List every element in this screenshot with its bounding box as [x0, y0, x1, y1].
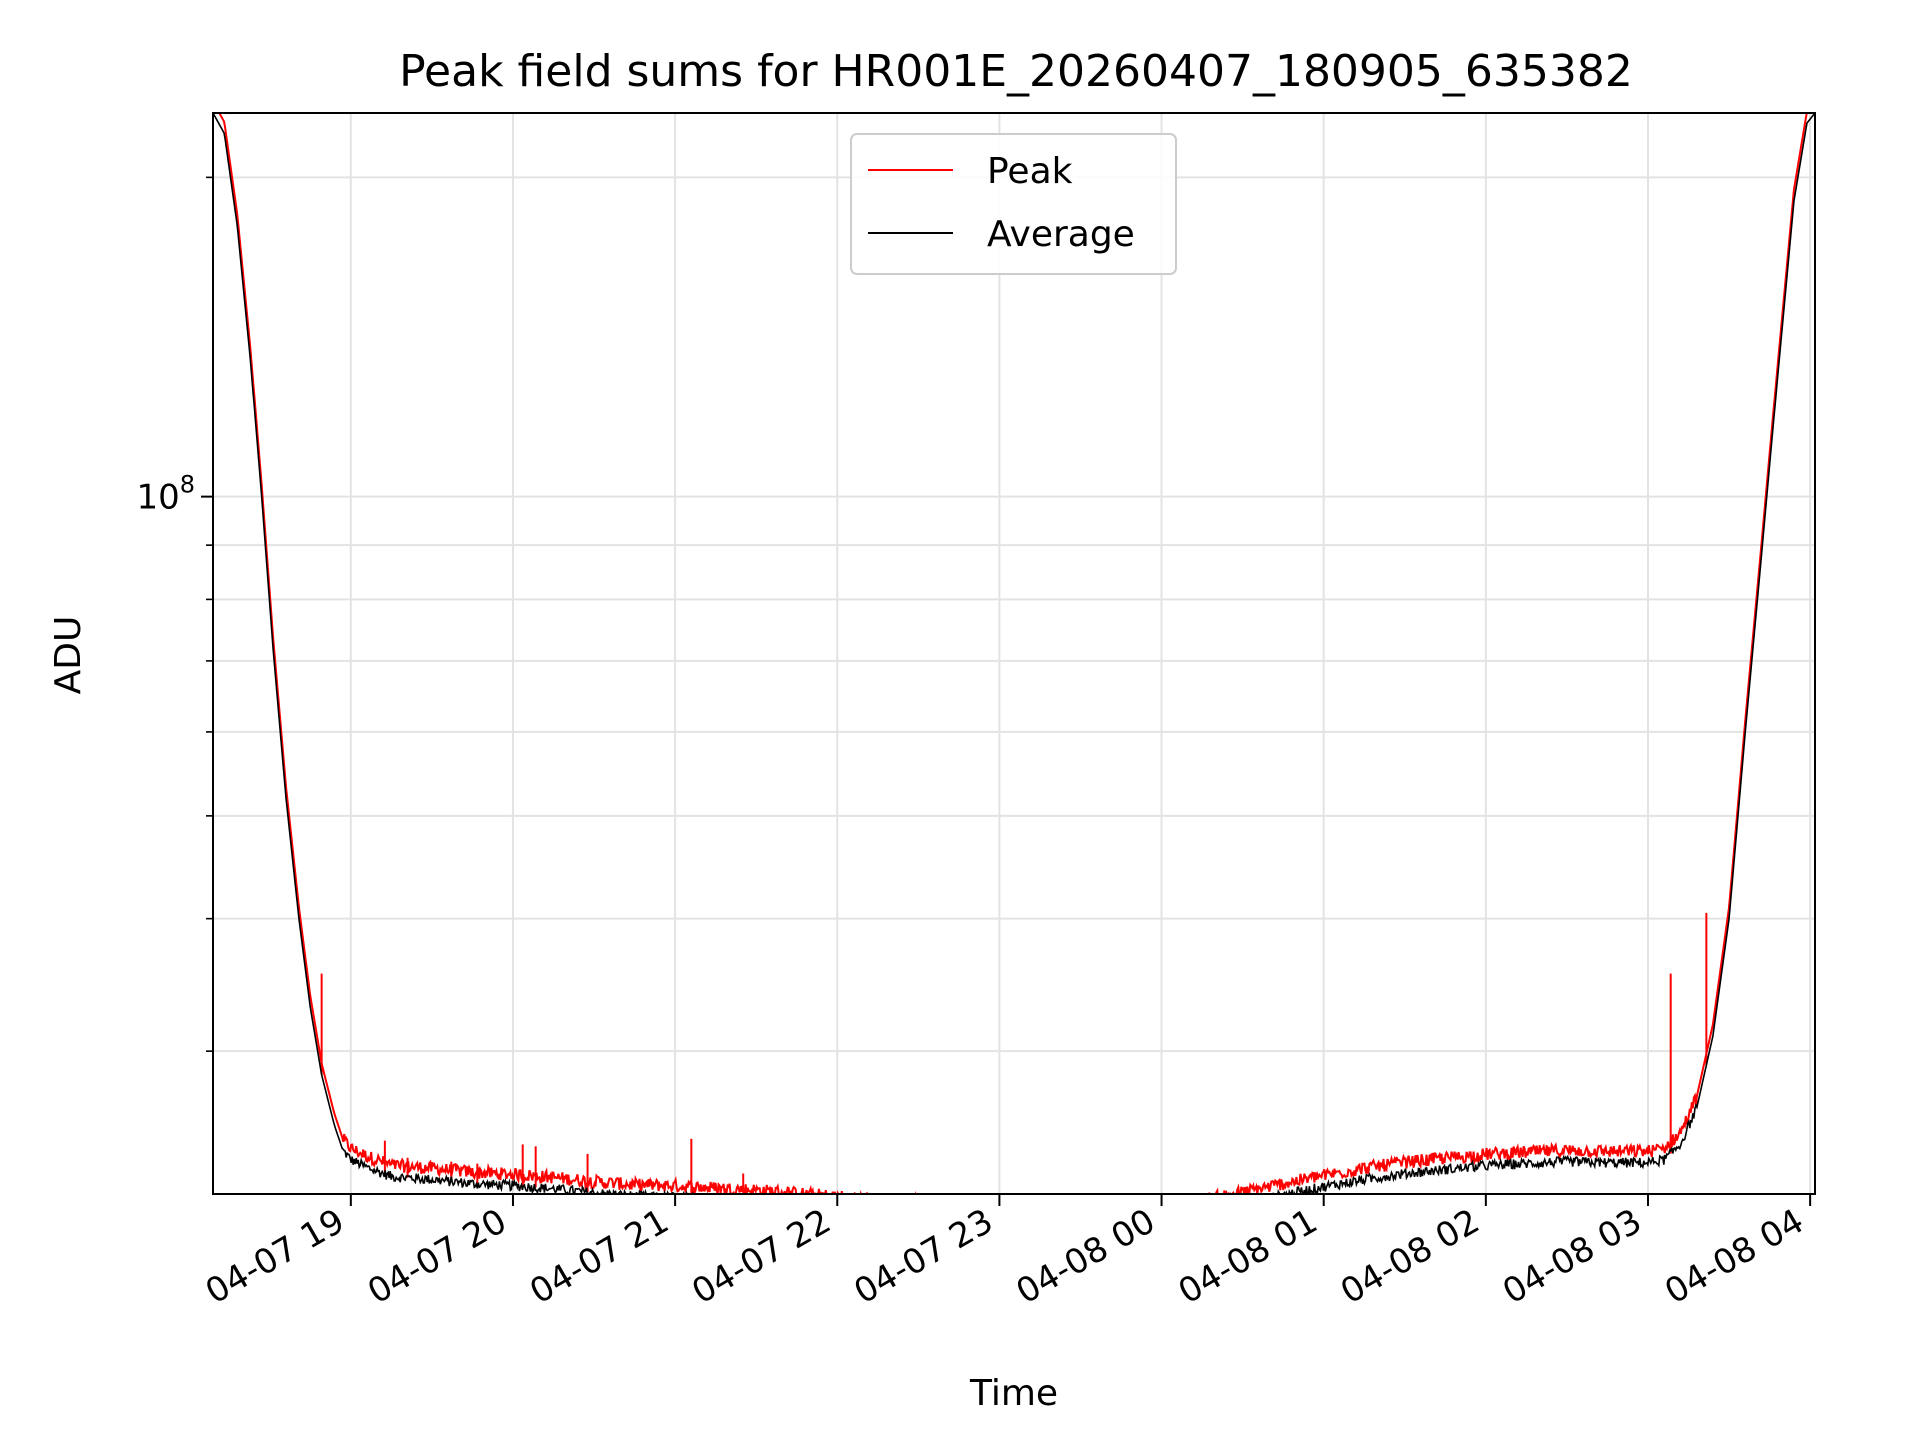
y-tick-exponent: 8: [180, 471, 195, 499]
legend-average-label: Average: [987, 214, 1135, 255]
y-ticks: 108: [136, 176, 213, 1052]
legend-peak-label: Peak: [987, 151, 1073, 192]
y-tick-label: 108: [136, 471, 195, 518]
plot-frame: [212, 112, 1816, 1195]
y-tick-base: 10: [136, 478, 179, 518]
grid: [213, 113, 1815, 1194]
peak-line: [218, 113, 1808, 1194]
average-line: [213, 113, 1815, 1194]
chart-title: Peak field sums for HR001E_20260407_1809…: [399, 46, 1633, 97]
x-axis-label: Time: [969, 1373, 1058, 1414]
legend: Peak Average: [850, 133, 1177, 275]
y-axis-label: ADU: [48, 616, 89, 695]
peak-spikes: [320, 912, 1708, 1194]
series-layer: [213, 113, 1815, 1194]
